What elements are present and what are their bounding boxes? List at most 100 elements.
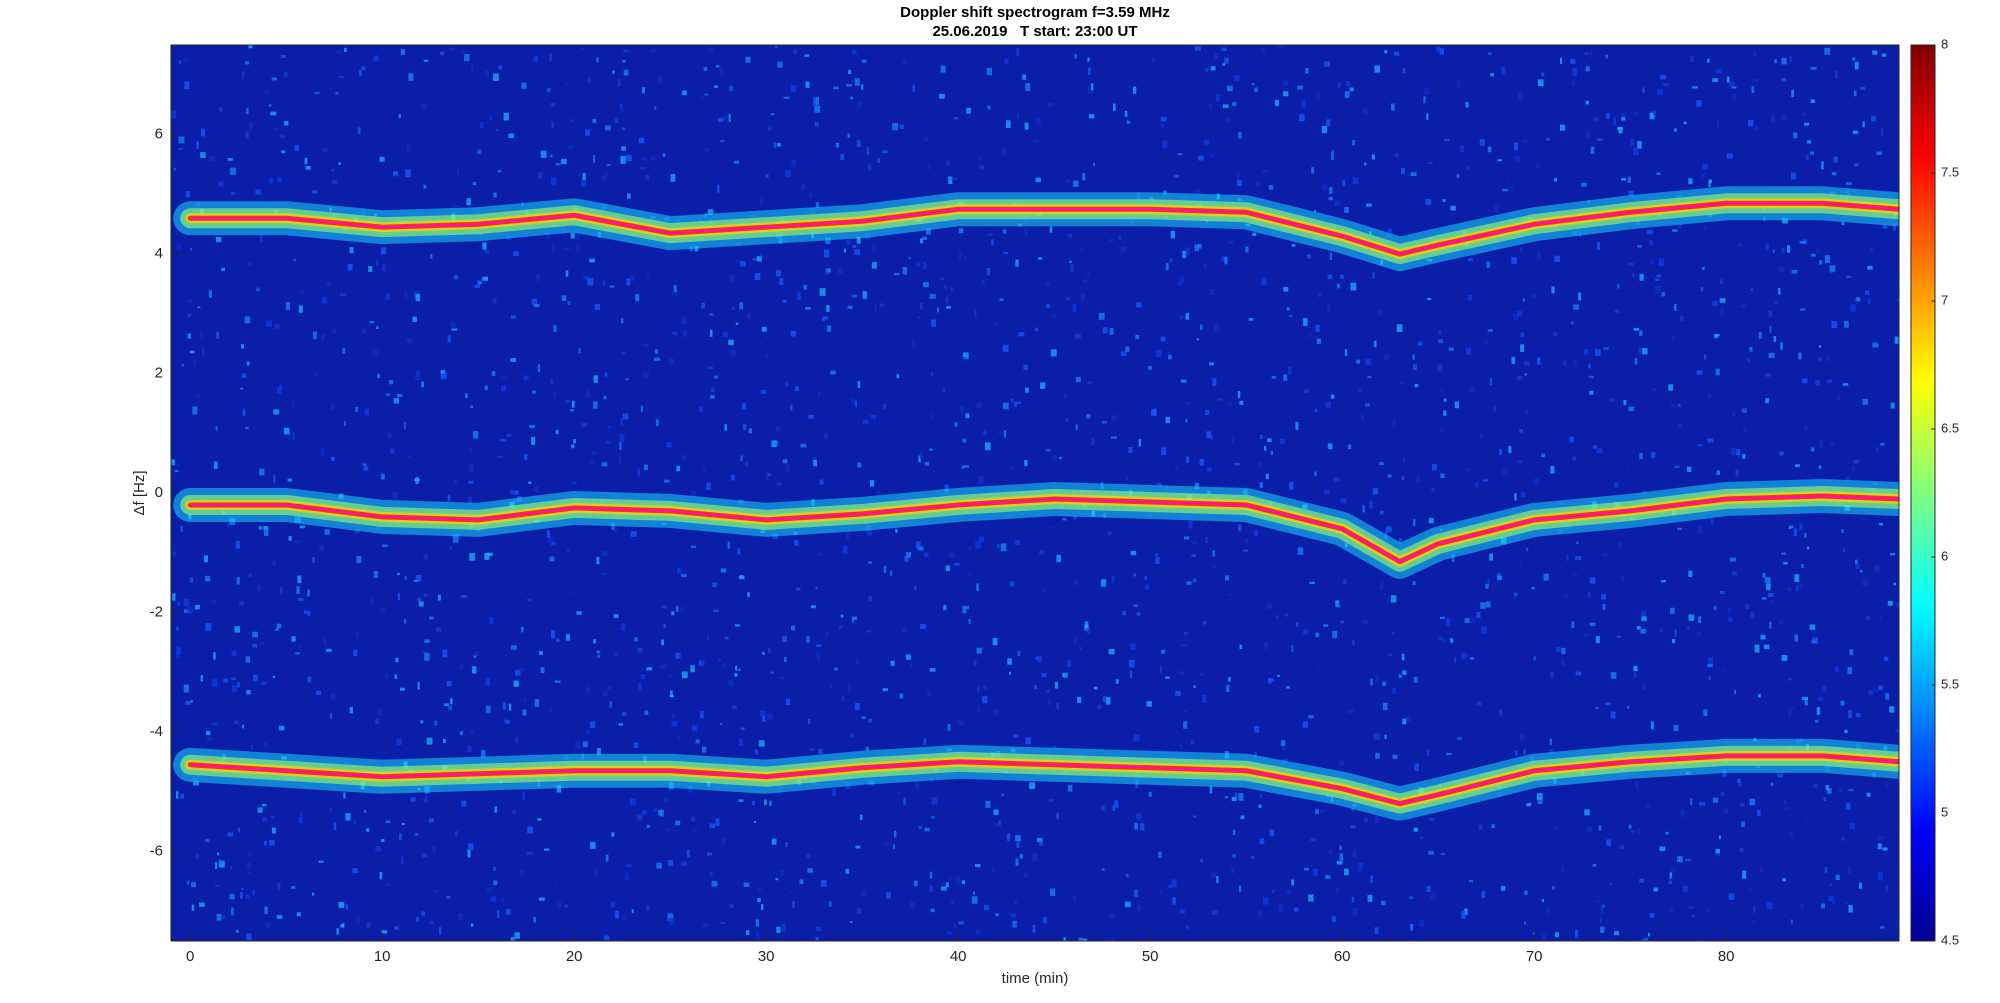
speckle bbox=[435, 627, 442, 633]
speckle bbox=[1444, 138, 1450, 142]
speckle bbox=[1749, 346, 1753, 352]
speckle bbox=[1596, 242, 1600, 250]
speckle bbox=[1769, 325, 1772, 334]
speckle bbox=[176, 652, 180, 658]
speckle bbox=[1656, 172, 1661, 176]
speckle bbox=[621, 623, 626, 631]
speckle bbox=[262, 817, 268, 822]
speckle bbox=[866, 529, 873, 536]
speckle bbox=[298, 816, 303, 824]
speckle bbox=[630, 531, 637, 537]
speckle bbox=[1619, 845, 1625, 850]
speckle bbox=[920, 238, 923, 244]
speckle bbox=[1175, 690, 1181, 696]
speckle bbox=[850, 96, 854, 100]
speckle bbox=[1688, 570, 1693, 577]
speckle bbox=[1554, 255, 1561, 262]
speckle bbox=[1831, 172, 1837, 176]
speckle bbox=[1817, 356, 1822, 361]
speckle bbox=[231, 907, 234, 916]
speckle bbox=[1729, 81, 1735, 87]
speckle bbox=[970, 616, 973, 619]
speckle bbox=[279, 587, 283, 595]
speckle bbox=[276, 915, 283, 919]
speckle bbox=[1491, 824, 1496, 829]
speckle bbox=[307, 589, 311, 597]
speckle bbox=[1412, 354, 1415, 360]
speckle bbox=[918, 546, 924, 551]
speckle bbox=[322, 147, 328, 153]
speckle bbox=[183, 684, 190, 693]
speckle bbox=[1621, 116, 1626, 121]
speckle bbox=[357, 127, 361, 135]
speckle bbox=[178, 60, 182, 65]
speckle bbox=[242, 408, 246, 417]
speckle bbox=[536, 274, 541, 282]
speckle bbox=[273, 127, 279, 131]
speckle bbox=[1390, 103, 1395, 111]
speckle bbox=[1351, 639, 1355, 646]
speckle bbox=[1701, 266, 1705, 271]
speckle bbox=[948, 176, 953, 185]
speckle bbox=[423, 553, 428, 560]
x-tick-label: 70 bbox=[1526, 948, 1543, 965]
y-tick-label: 0 bbox=[155, 484, 163, 501]
speckle bbox=[381, 839, 385, 842]
speckle bbox=[1364, 162, 1367, 166]
speckle bbox=[492, 298, 497, 305]
speckle bbox=[1132, 86, 1137, 94]
speckle bbox=[1642, 279, 1648, 282]
speckle bbox=[1833, 156, 1838, 163]
speckle bbox=[1714, 334, 1720, 337]
speckle bbox=[1628, 190, 1634, 196]
speckle bbox=[1294, 907, 1299, 912]
speckle bbox=[1897, 298, 1899, 302]
speckle bbox=[790, 625, 795, 631]
speckle bbox=[1621, 575, 1625, 583]
speckle bbox=[246, 933, 252, 941]
speckle bbox=[782, 300, 787, 303]
speckle bbox=[1578, 292, 1582, 301]
speckle bbox=[392, 492, 398, 500]
speckle bbox=[1286, 307, 1290, 311]
speckle bbox=[699, 660, 705, 666]
speckle bbox=[199, 332, 203, 339]
speckle bbox=[1336, 860, 1343, 865]
speckle bbox=[997, 544, 1000, 548]
speckle bbox=[1853, 459, 1860, 464]
speckle bbox=[1316, 92, 1321, 100]
speckle bbox=[1002, 402, 1009, 410]
speckle bbox=[1600, 905, 1604, 910]
speckle bbox=[1349, 87, 1354, 92]
speckle bbox=[738, 575, 745, 580]
speckle bbox=[1413, 827, 1418, 832]
speckle bbox=[924, 827, 930, 832]
speckle bbox=[1282, 744, 1286, 751]
speckle bbox=[382, 264, 386, 272]
chart-title: Doppler shift spectrogram f=3.59 MHz bbox=[900, 4, 1170, 21]
speckle bbox=[713, 609, 719, 613]
speckle bbox=[248, 45, 253, 49]
speckle bbox=[1844, 321, 1849, 328]
speckle bbox=[1815, 719, 1819, 723]
speckle bbox=[380, 607, 386, 612]
speckle bbox=[1572, 67, 1577, 76]
speckle bbox=[1440, 616, 1445, 620]
speckle bbox=[1487, 329, 1493, 332]
speckle bbox=[1576, 541, 1579, 545]
speckle bbox=[925, 228, 931, 235]
speckle bbox=[707, 366, 714, 370]
speckle bbox=[321, 334, 325, 341]
speckle bbox=[1736, 448, 1741, 456]
speckle bbox=[1133, 889, 1139, 898]
speckle bbox=[1735, 469, 1739, 477]
speckle bbox=[505, 908, 511, 915]
speckle bbox=[855, 657, 859, 666]
speckle bbox=[1213, 323, 1220, 332]
speckle bbox=[1416, 476, 1421, 483]
speckle bbox=[1212, 565, 1218, 569]
speckle bbox=[1798, 583, 1803, 588]
speckle bbox=[1136, 612, 1141, 616]
speckle bbox=[1337, 82, 1341, 88]
speckle bbox=[1268, 185, 1274, 190]
